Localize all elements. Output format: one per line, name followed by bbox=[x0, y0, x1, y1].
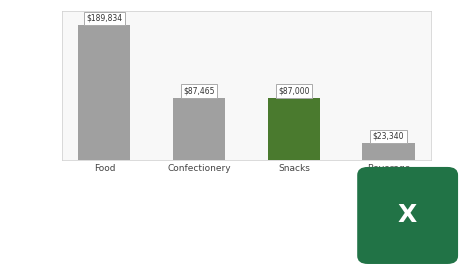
Text: X: X bbox=[398, 203, 417, 227]
Bar bbox=[268, 98, 320, 160]
FancyBboxPatch shape bbox=[357, 167, 458, 264]
Text: Bar Charts: Bar Charts bbox=[14, 229, 113, 247]
Bar bbox=[173, 98, 225, 160]
Bar bbox=[363, 143, 415, 160]
Text: $87,000: $87,000 bbox=[278, 87, 310, 96]
Text: How to create: How to create bbox=[14, 187, 96, 200]
Text: $23,340: $23,340 bbox=[373, 132, 404, 141]
Bar bbox=[78, 25, 130, 160]
Text: $189,834: $189,834 bbox=[86, 14, 122, 23]
Text: $87,465: $87,465 bbox=[183, 86, 215, 95]
